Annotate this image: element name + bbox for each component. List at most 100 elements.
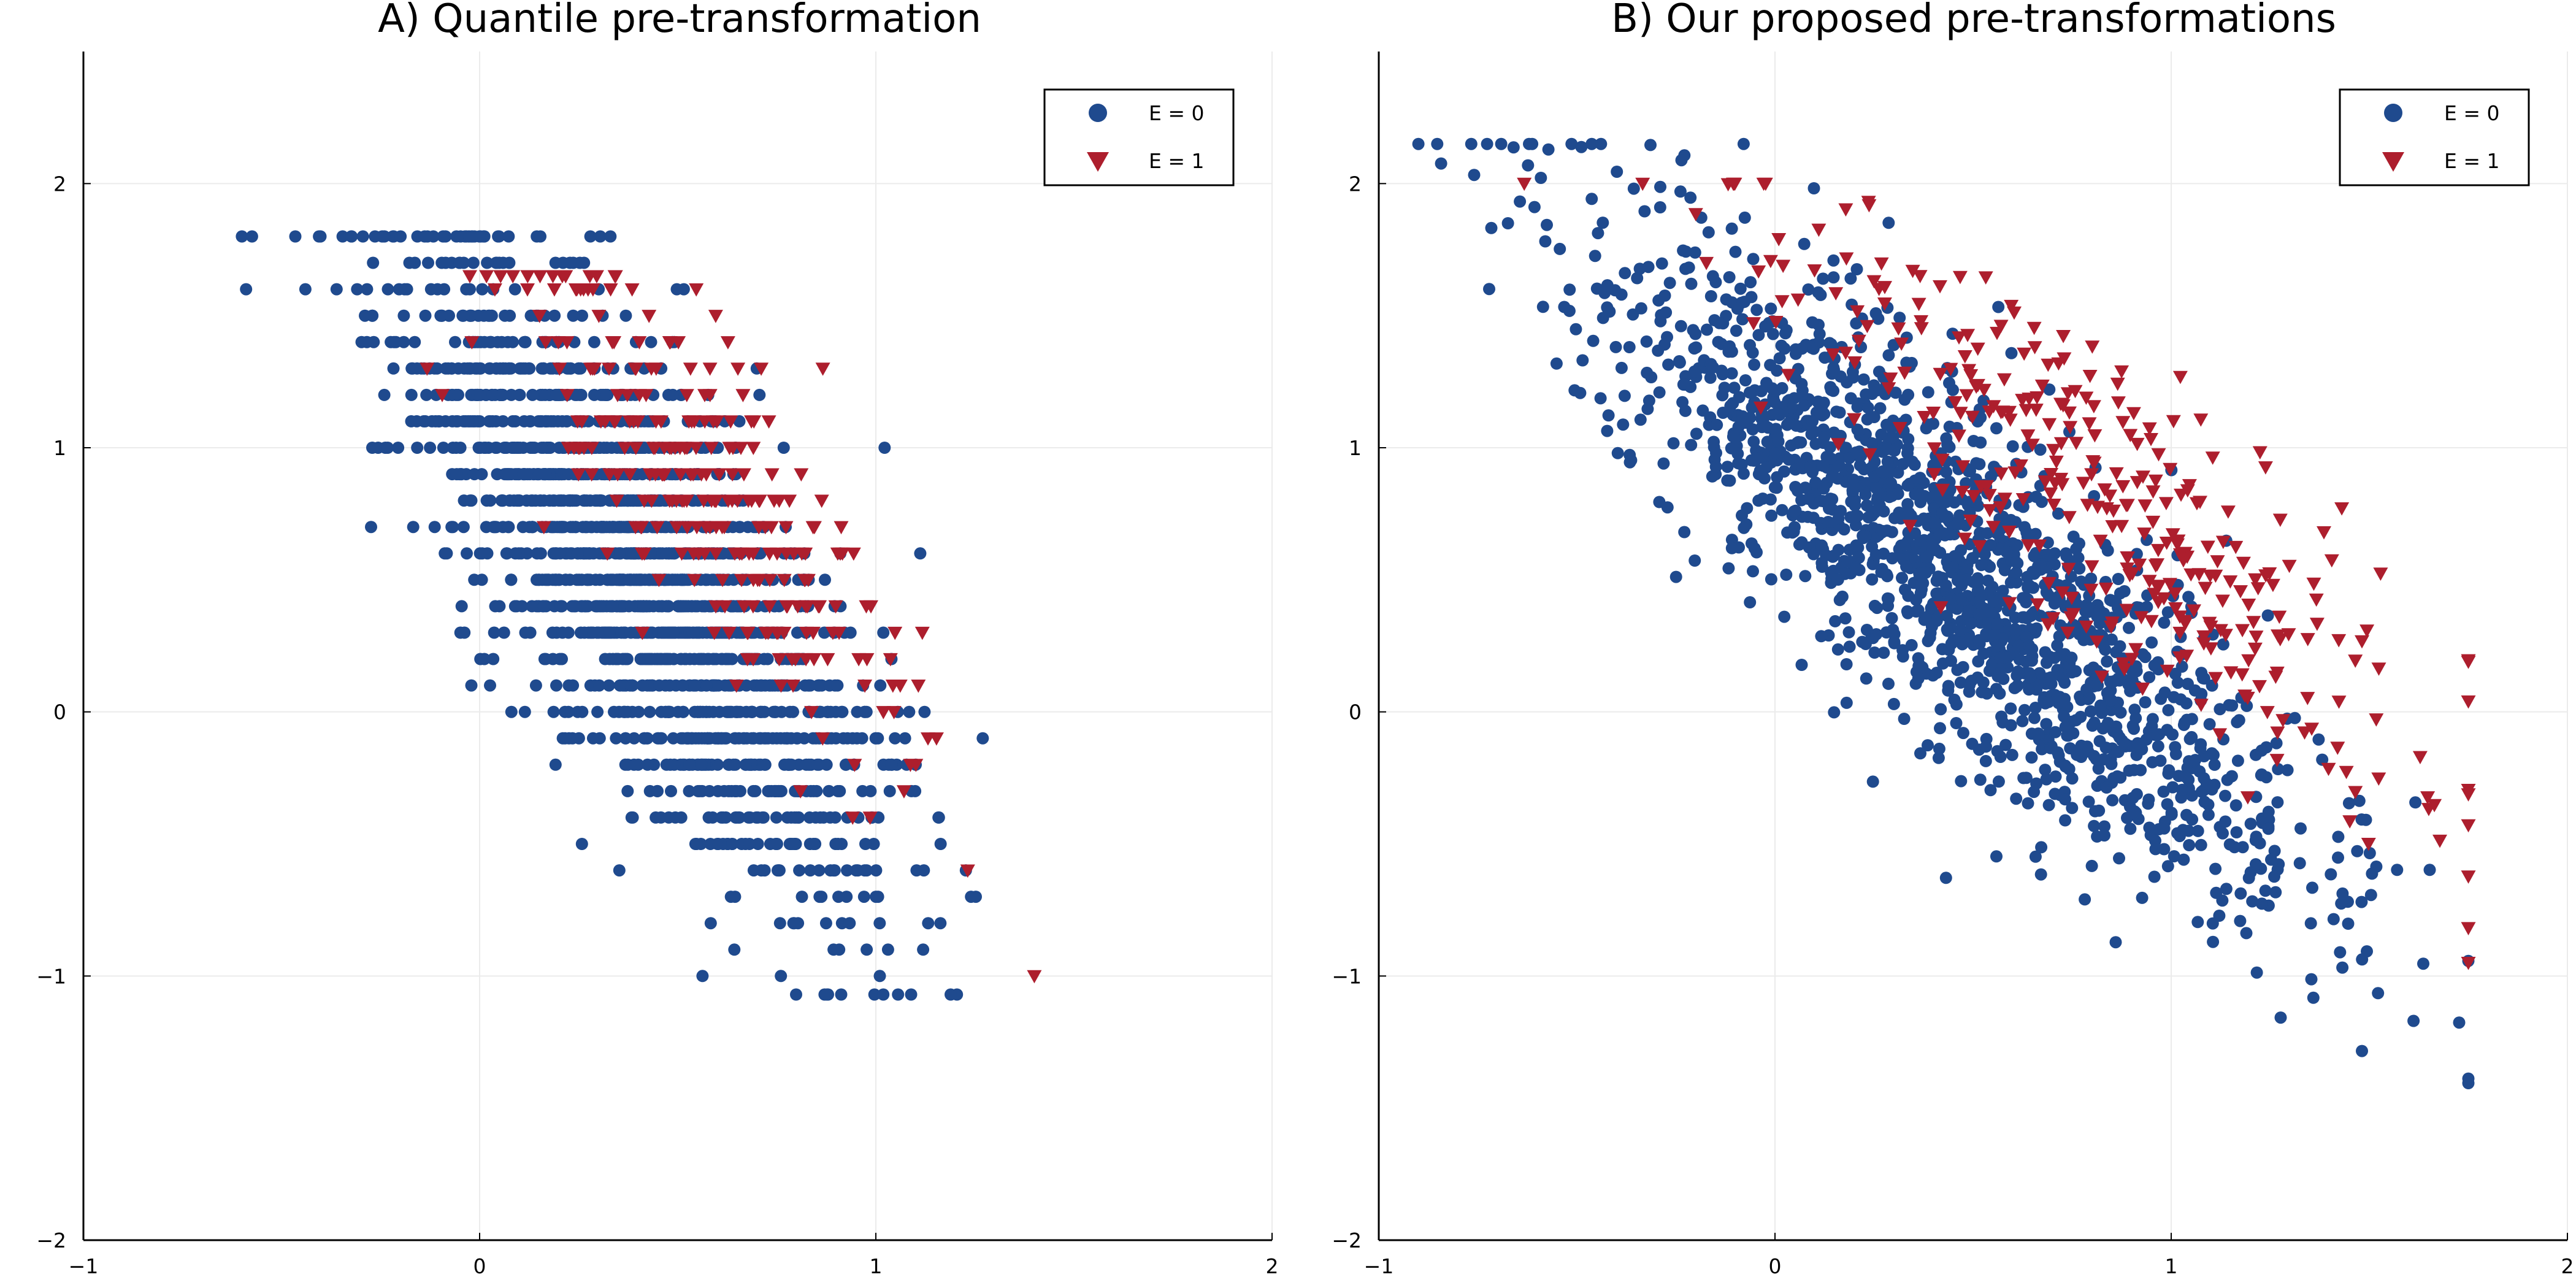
panel-a-point-e1: [886, 706, 902, 719]
panel-b-point-e0: [1718, 381, 1731, 394]
panel-b-point-e0: [1585, 193, 1598, 205]
panel-b-point-e0: [1804, 461, 1817, 473]
panel-b-point-e1: [2223, 575, 2238, 589]
panel-b-point-e1: [2076, 477, 2091, 490]
panel-a-point-e0: [715, 811, 728, 824]
panel-b-point-e0: [1914, 534, 1926, 547]
panel-b-point-e0: [2088, 819, 2101, 832]
panel-b-point-e1: [2250, 582, 2266, 596]
panel-b-point-e1: [2082, 370, 2098, 383]
panel-a-point-e1: [602, 362, 617, 376]
panel-a-point-e0: [777, 442, 790, 454]
panel-b-point-e1: [2094, 670, 2109, 684]
panel-b-point-e0: [1736, 313, 1749, 326]
panel-b-point-e0: [1758, 472, 1771, 485]
panel-b-point-e0: [2119, 738, 2132, 751]
panel-a-point-e0: [643, 705, 656, 718]
panel-a-point-e0: [676, 573, 689, 586]
panel-b-point-e0: [2203, 718, 2216, 730]
panel-a-point-e0: [453, 256, 466, 269]
panel-a-point-e0: [588, 335, 600, 348]
panel-b-point-e1: [2269, 754, 2285, 767]
panel-b-point-e0: [1827, 254, 1840, 267]
panel-a-point-e0: [431, 362, 443, 375]
panel-a-point-e0: [435, 309, 448, 322]
panel-b-point-e0: [2016, 715, 2029, 727]
panel-b-point-e0: [1760, 420, 1773, 433]
panel-b-point-e0: [1657, 457, 1670, 470]
panel-a-point-e1: [740, 653, 755, 667]
panel-b-point-e1: [1903, 519, 1918, 534]
panel-a-point-e0: [420, 388, 433, 401]
panel-b-point-e0: [1930, 575, 1943, 587]
panel-b-point-e0: [1807, 426, 1820, 438]
panel-b-point-e0: [1813, 328, 1826, 340]
panel-b-point-e0: [1957, 661, 1969, 673]
panel-b-point-e0: [1905, 638, 1918, 651]
panel-b-point-e0: [1807, 512, 1820, 524]
panel-b-point-e0: [1945, 654, 1957, 667]
panel-a-point-e0: [583, 547, 596, 560]
panel-b-point-e0: [1981, 527, 1994, 540]
panel-b-point-e0: [1765, 509, 1778, 522]
panel-a-point-e0: [505, 705, 518, 718]
panel-b-point-e0: [2255, 897, 2268, 910]
panel-b-point-e0: [1907, 577, 1920, 589]
panel-a-point-e0: [535, 415, 548, 427]
panel-b-point-e0: [1977, 647, 1990, 660]
panel-b-point-e0: [1966, 737, 1979, 750]
panel-b-point-e0: [2059, 814, 2072, 827]
panel-a-point-e0: [831, 679, 844, 692]
panel-b-point-e0: [2361, 945, 2373, 958]
panel-a-point-e0: [909, 784, 922, 797]
panel-a-point-e0: [408, 335, 421, 348]
panel-b-point-e0: [2024, 671, 2037, 684]
panel-b-point-e1: [1947, 396, 1963, 410]
panel-b-point-e0: [2032, 727, 2045, 740]
panel-b-point-e0: [1992, 301, 2005, 313]
panel-a-point-e1: [638, 389, 654, 402]
panel-a-point-e0: [559, 732, 572, 745]
panel-b-point-e0: [1843, 451, 1855, 464]
panel-b-point-e0: [1850, 263, 1863, 275]
panel-b-point-e0: [1724, 399, 1737, 412]
panel-b-point-e1: [2198, 581, 2213, 596]
panel-b-point-e0: [1653, 386, 1666, 399]
panel-b-point-e0: [2409, 796, 2422, 809]
panel-a-point-e0: [591, 705, 604, 718]
panel-b-point-e0: [1885, 611, 1898, 624]
panel-a-point-e0: [505, 573, 518, 586]
panel-a-point-e0: [877, 626, 890, 639]
panel-a-point-e0: [610, 573, 623, 586]
panel-b-point-e0: [2100, 781, 2113, 794]
panel-b-point-e1: [2212, 728, 2228, 742]
panel-a-point-e1: [603, 283, 618, 297]
panel-a-point-e1: [637, 547, 652, 561]
panel-a-point-e0: [905, 988, 918, 1001]
panel-a-point-e0: [627, 732, 640, 745]
panel-b-point-e0: [2269, 886, 2282, 899]
panel-b-point-e0: [2082, 795, 2095, 808]
panel-a-point-e0: [883, 784, 896, 797]
panel-a-point-e0: [465, 494, 478, 507]
panel-b-point-e0: [1791, 485, 1804, 497]
panel-b-point-e0: [2067, 727, 2080, 740]
panel-a-point-e1: [648, 468, 663, 482]
panel-b-point-e0: [1862, 511, 1875, 524]
panel-a-point-e1: [708, 310, 723, 323]
panel-a-point-e0: [474, 388, 487, 401]
panel-b-point-e0: [1815, 556, 1828, 569]
panel-b-legend: E = 0 E = 1: [2339, 88, 2530, 186]
panel-b-point-e0: [2101, 655, 2114, 668]
panel-b-point-e0: [1987, 594, 2000, 607]
panel-a-point-e1: [711, 468, 727, 482]
panel-b-point-e0: [2206, 917, 2219, 930]
panel-b-point-e0: [1635, 302, 1647, 315]
panel-b-point-e0: [2312, 733, 2325, 746]
panel-a-point-e1: [609, 494, 624, 508]
panel-b-point-e1: [2123, 429, 2138, 442]
panel-b-point-e0: [1831, 573, 1844, 586]
panel-a-point-e1: [623, 468, 637, 482]
